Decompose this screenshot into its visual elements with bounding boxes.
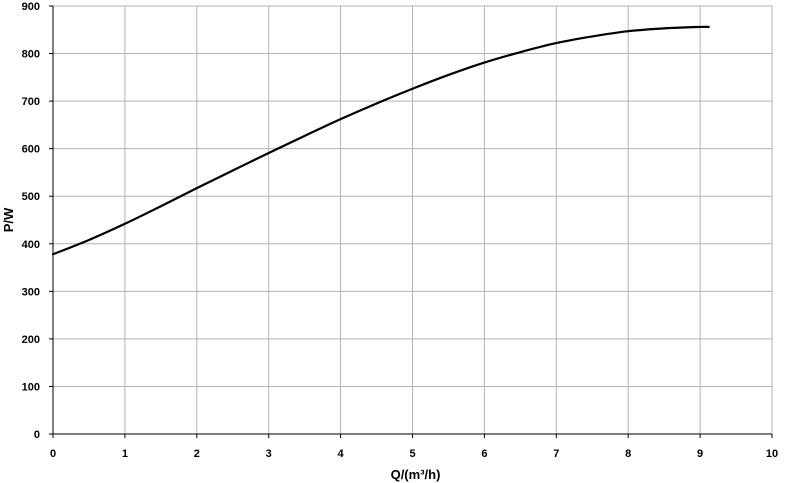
y-axis-title: P/W: [1, 207, 16, 232]
y-tick-label: 900: [22, 1, 40, 13]
y-tick-label: 0: [34, 429, 40, 441]
x-tick-label: 4: [338, 448, 345, 460]
x-tick-label: 6: [481, 448, 487, 460]
series-layer: [51, 25, 710, 256]
x-tick-label: 7: [553, 448, 559, 460]
y-tick-label: 500: [22, 191, 40, 203]
x-tick-label: 5: [409, 448, 415, 460]
x-axis-title: Q/(m³/h): [391, 467, 441, 482]
y-tick-label: 700: [22, 96, 40, 108]
y-tick-label: 600: [22, 144, 40, 156]
y-tick-label: 800: [22, 49, 40, 61]
x-tick-label: 8: [625, 448, 631, 460]
x-tick-label: 10: [766, 448, 778, 460]
x-tick-label: 2: [194, 448, 200, 460]
y-tick-label: 300: [22, 286, 40, 298]
x-tick-label: 9: [697, 448, 703, 460]
y-tick-label: 400: [22, 239, 40, 251]
label-layer: Q/(m³/h) P/W 0 1 2 3 4 5 6 7 8 9 10010020030040050…: [1, 1, 778, 482]
x-tick-label: 0: [50, 448, 56, 460]
x-tick-label: 3: [266, 448, 272, 460]
grid-layer: [52, 5, 773, 435]
y-tick-label: 100: [22, 381, 40, 393]
x-tick-label: 1: [122, 448, 128, 460]
y-tick-label: 200: [22, 334, 40, 346]
axis-layer: [49, 5, 773, 438]
power-curve-line: [51, 25, 710, 256]
